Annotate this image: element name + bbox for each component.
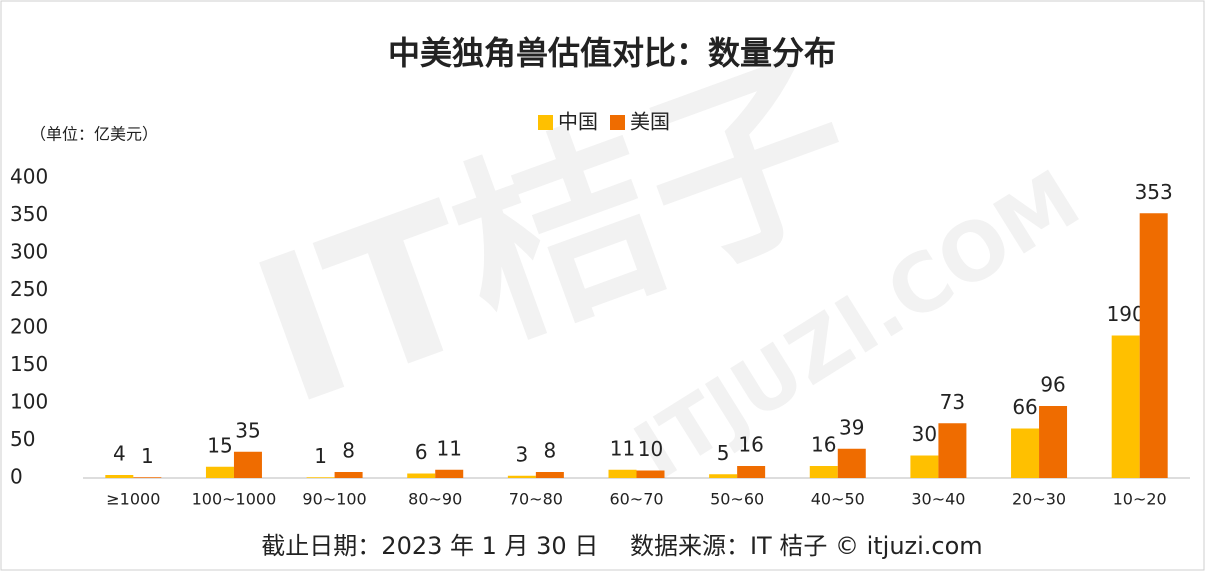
x-tick-label: 70~80 [509, 490, 563, 509]
bar [608, 469, 637, 478]
bar [306, 477, 335, 478]
bar [205, 466, 234, 478]
y-tick-label: 400 [10, 165, 48, 189]
value-label: 96 [1040, 373, 1065, 397]
legend-swatch [538, 115, 553, 130]
value-label: 353 [1135, 180, 1173, 204]
value-label: 4 [113, 442, 126, 466]
x-tick-label: 50~60 [710, 490, 764, 509]
x-tick-label: 40~50 [811, 490, 865, 509]
value-label: 1 [141, 444, 154, 468]
bar [1011, 428, 1040, 478]
bar [1139, 213, 1168, 478]
value-label: 6 [415, 440, 428, 464]
y-tick-label: 250 [10, 277, 48, 301]
bar [507, 475, 536, 478]
bar [636, 470, 665, 478]
y-tick-label: 200 [10, 315, 48, 339]
x-tick-label: 30~40 [911, 490, 965, 509]
x-tick-label: 60~70 [609, 490, 663, 509]
bar [133, 477, 162, 478]
bar [837, 448, 866, 478]
y-tick-label: 100 [10, 390, 48, 414]
bar [1111, 335, 1140, 478]
x-tick-label: ≥1000 [106, 490, 160, 509]
legend-label: 美国 [630, 110, 670, 134]
value-label: 1 [314, 444, 327, 468]
value-label: 39 [839, 415, 864, 439]
footer: 截止日期：2023 年 1 月 30 日 数据来源：IT 桔子 © itjuzi… [261, 532, 982, 560]
y-tick-label: 300 [10, 240, 48, 264]
value-label: 16 [811, 433, 836, 457]
y-tick-label: 0 [10, 465, 23, 489]
bar [233, 451, 262, 478]
value-label: 8 [342, 439, 355, 463]
x-tick-label: 100~1000 [192, 490, 277, 509]
legend-swatch [610, 115, 625, 130]
value-label: 73 [940, 390, 965, 414]
bar [535, 472, 564, 478]
value-label: 16 [738, 433, 763, 457]
x-tick-label: 80~90 [408, 490, 462, 509]
y-tick-label: 350 [10, 202, 48, 226]
bar [737, 466, 766, 478]
x-tick-label: 90~100 [302, 490, 366, 509]
bar [910, 455, 939, 478]
bar [407, 473, 436, 478]
bar [1039, 406, 1068, 478]
value-label: 11 [610, 436, 635, 460]
value-label: 30 [912, 422, 937, 446]
value-label: 5 [717, 441, 730, 465]
value-label: 66 [1012, 395, 1037, 419]
value-label: 8 [543, 439, 556, 463]
bar [709, 474, 738, 478]
y-tick-label: 50 [10, 427, 35, 451]
bar [809, 466, 838, 478]
x-tick-label: 10~20 [1113, 490, 1167, 509]
x-tick-label: 20~30 [1012, 490, 1066, 509]
value-label: 190 [1107, 302, 1145, 326]
bar [435, 469, 464, 478]
value-label: 10 [638, 437, 663, 461]
legend-label: 中国 [558, 110, 598, 134]
unit-label: （单位：亿美元） [30, 125, 158, 144]
value-label: 11 [437, 436, 462, 460]
bar [938, 423, 967, 478]
chart-title: 中美独角兽估值对比：数量分布 [388, 34, 836, 72]
value-label: 3 [515, 442, 528, 466]
bar [334, 472, 363, 478]
bar [105, 475, 134, 478]
y-tick-label: 150 [10, 352, 48, 376]
value-label: 15 [207, 433, 232, 457]
value-label: 35 [235, 418, 260, 442]
